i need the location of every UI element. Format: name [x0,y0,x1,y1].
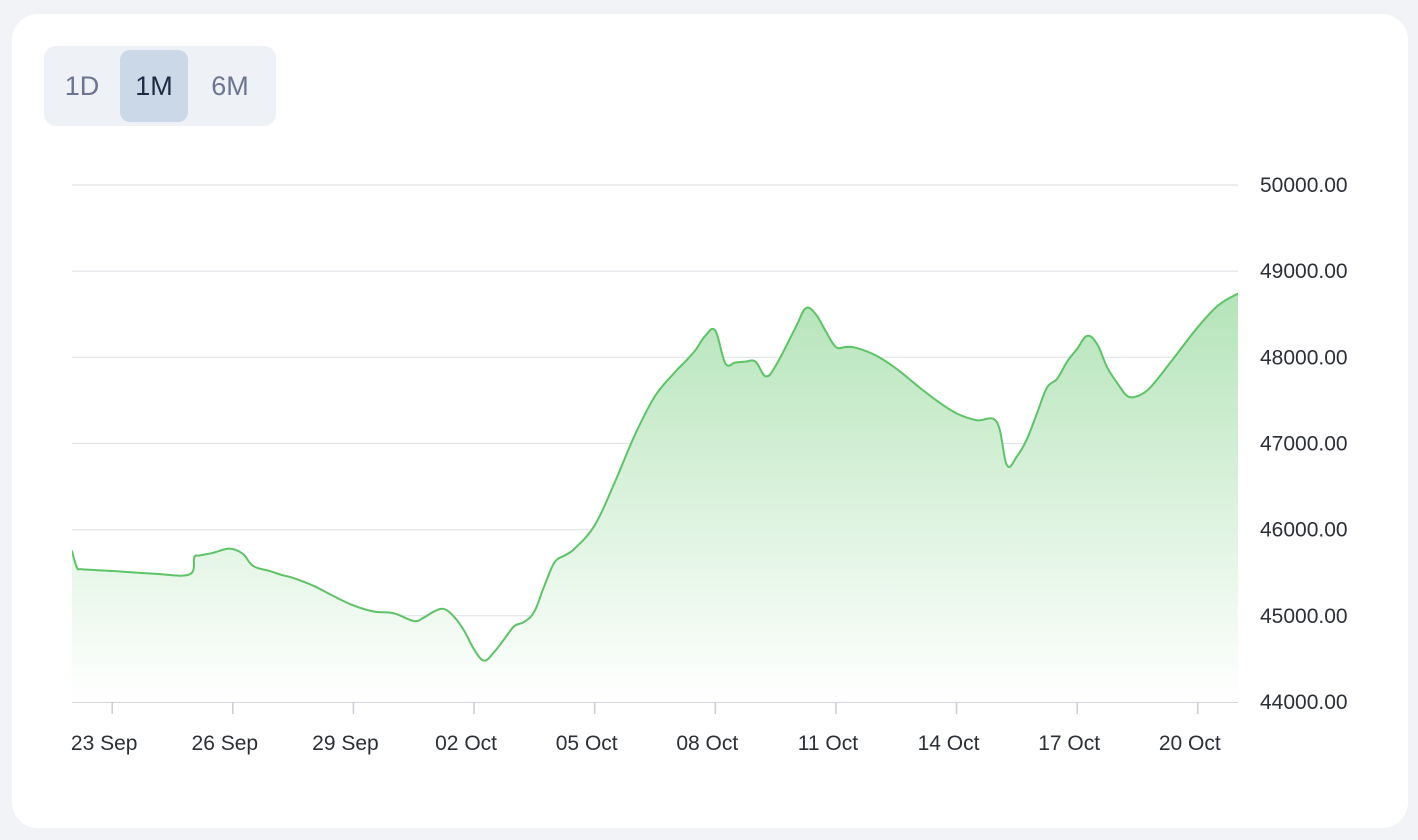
x-axis: 23 Sep 26 Sep 29 Sep 02 Oct 05 Oct 08 Oct 11 O… [71,702,1221,755]
x-tick-label: 17 Oct [1038,732,1100,755]
series-line [72,292,1238,662]
y-tick-label: 49000.00 [1260,260,1348,283]
y-axis: 44000.00 45000.00 46000.00 47000.00 48000.00… [1260,174,1348,714]
range-tab-1m[interactable]: 1M [120,50,188,122]
x-tick-label: 11 Oct [798,732,858,755]
range-tab-6m[interactable]: 6M [211,71,249,101]
y-tick-label: 44000.00 [1260,691,1348,714]
range-tab-1d[interactable]: 1D [64,71,100,101]
y-tick-label: 47000.00 [1260,433,1348,456]
x-tick-label: 26 Sep [192,732,259,755]
x-tick-label: 23 Sep [71,732,138,755]
range-selector: 1D 1M 6M [44,46,276,126]
x-tick-label: 02 Oct [435,732,497,755]
x-tick-label: 08 Oct [676,732,738,755]
y-tick-label: 45000.00 [1260,605,1348,628]
x-tick-label: 20 Oct [1159,732,1221,755]
y-tick-label: 50000.00 [1260,174,1348,197]
y-tick-label: 48000.00 [1260,346,1348,369]
plot-area [72,292,1238,702]
x-tick-label: 05 Oct [556,732,618,755]
x-tick-label: 29 Sep [312,732,379,755]
x-tick-label: 14 Oct [918,732,980,755]
series-area [72,293,1238,702]
y-tick-label: 46000.00 [1260,519,1348,542]
